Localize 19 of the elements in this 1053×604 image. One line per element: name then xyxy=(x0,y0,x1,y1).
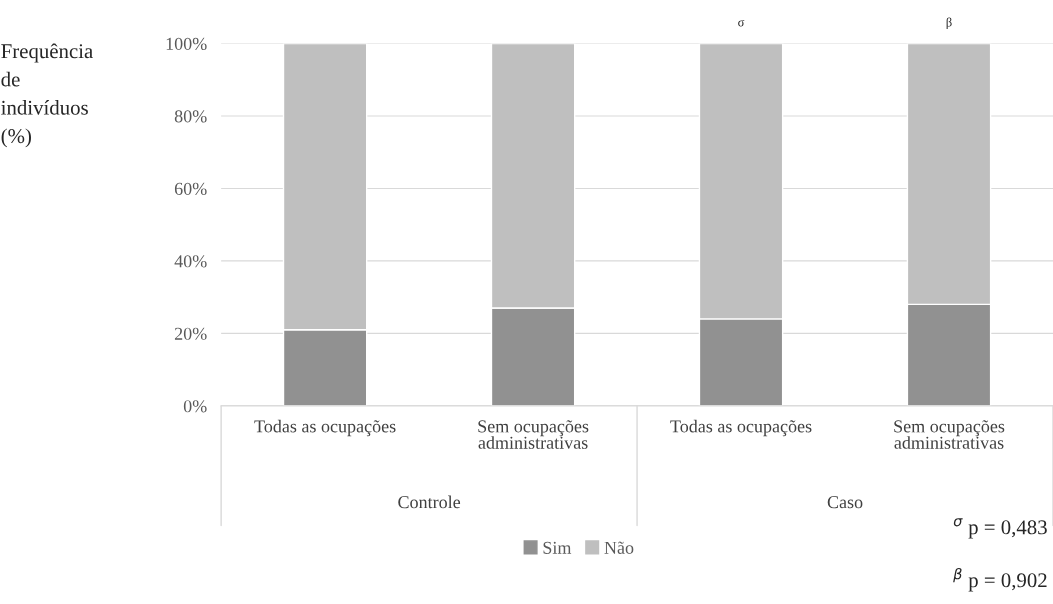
x-tick-label: Sem ocupações administrativas xyxy=(894,420,1005,449)
y-tick-label: 40% xyxy=(174,255,207,268)
y-tick-label: 60% xyxy=(174,182,207,195)
y-axis-title: Frequência de indivíduos (%) xyxy=(1,43,93,148)
y-tick-label: 100% xyxy=(166,37,207,50)
text: Caso xyxy=(827,496,863,509)
x-tick-label: Sem ocupações administrativas xyxy=(478,420,589,449)
y-tick-label: 0% xyxy=(183,400,207,413)
x-tick-label: Todas as ocupações xyxy=(254,419,396,437)
text: Controle xyxy=(398,495,461,509)
text: σ xyxy=(738,19,745,27)
text: β xyxy=(946,17,952,29)
y-tick-label: 80% xyxy=(174,110,207,123)
text: $^{σ}$ p = 0,483 xyxy=(953,518,1047,539)
text: $^{β}$ p = 0,902 xyxy=(953,567,1047,592)
legend-label: Sim xyxy=(543,541,572,554)
legend-label: Não xyxy=(604,541,634,554)
y-tick-label: 20% xyxy=(174,327,207,340)
x-tick-label: Todas as ocupações xyxy=(670,419,812,437)
